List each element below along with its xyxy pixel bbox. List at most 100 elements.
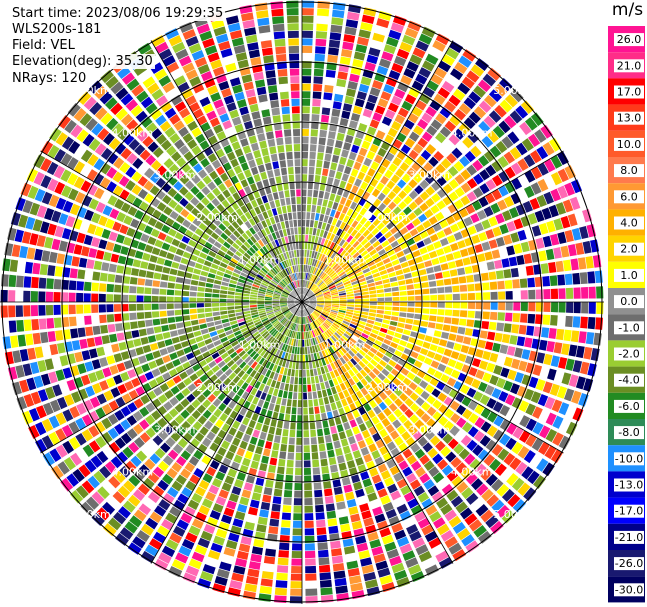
- velocity-gate: [174, 169, 185, 180]
- velocity-gate: [421, 314, 430, 321]
- velocity-gate: [497, 312, 505, 321]
- velocity-gate: [161, 182, 172, 193]
- velocity-gate: [218, 183, 227, 193]
- velocity-gate: [46, 161, 59, 176]
- velocity-gate: [520, 290, 528, 300]
- velocity-gate: [47, 264, 56, 276]
- velocity-gate: [35, 421, 47, 436]
- velocity-gate: [100, 147, 113, 160]
- velocity-gate: [280, 303, 288, 306]
- velocity-gate: [357, 439, 367, 449]
- velocity-gate: [428, 46, 443, 59]
- velocity-gate: [356, 91, 367, 101]
- velocity-gate: [312, 312, 319, 318]
- velocity-gate: [355, 223, 363, 231]
- velocity-gate: [432, 472, 445, 484]
- velocity-gate: [60, 169, 72, 183]
- velocity-gate: [331, 108, 341, 117]
- velocity-gate: [307, 315, 311, 323]
- velocity-gate: [219, 306, 227, 311]
- velocity-gate: [381, 343, 389, 350]
- velocity-gate: [184, 506, 196, 517]
- velocity-gate: [406, 238, 416, 246]
- velocity-gate: [208, 250, 217, 258]
- velocity-gate: [108, 231, 118, 242]
- velocity-gate: [335, 86, 345, 95]
- velocity-gate: [423, 460, 435, 472]
- velocity-gate: [319, 229, 325, 238]
- velocity-gate: [268, 283, 276, 289]
- velocity-gate: [258, 310, 266, 314]
- velocity-gate: [300, 272, 302, 280]
- velocity-gate: [281, 343, 286, 351]
- velocity-gate: [162, 81, 175, 94]
- velocity-gate: [562, 199, 574, 213]
- velocity-gate: [311, 204, 317, 213]
- velocity-gate: [19, 349, 29, 362]
- velocity-gate: [246, 238, 254, 246]
- velocity-gate: [307, 257, 311, 265]
- velocity-gate: [280, 304, 288, 307]
- velocity-gate: [468, 91, 482, 104]
- colorbar-label-bg: [614, 137, 644, 151]
- velocity-gate: [459, 284, 468, 292]
- velocity-gate: [69, 203, 81, 216]
- velocity-gate: [367, 316, 376, 321]
- velocity-gate: [105, 241, 115, 252]
- velocity-gate: [58, 213, 69, 226]
- velocity-gate: [515, 105, 529, 119]
- velocity-gate: [170, 330, 179, 338]
- velocity-gate: [493, 83, 508, 97]
- velocity-gate: [191, 274, 200, 281]
- velocity-gate: [315, 31, 328, 39]
- velocity-gate: [490, 302, 498, 310]
- velocity-gate: [331, 308, 339, 312]
- velocity-gate: [73, 161, 86, 174]
- velocity-gate: [86, 169, 98, 182]
- velocity-gate: [161, 518, 174, 531]
- velocity-gate: [176, 381, 186, 391]
- velocity-gate: [181, 88, 194, 100]
- velocity-gate: [470, 478, 484, 491]
- velocity-gate: [510, 383, 520, 395]
- velocity-gate: [264, 303, 272, 306]
- velocity-gate: [397, 107, 409, 118]
- velocity-gate: [421, 498, 434, 510]
- velocity-gate: [568, 344, 578, 357]
- velocity-gate: [234, 558, 248, 568]
- velocity-gate: [191, 551, 205, 563]
- velocity-gate: [362, 69, 374, 79]
- velocity-gate: [407, 290, 415, 296]
- velocity-gate: [303, 430, 310, 438]
- velocity-gate: [249, 369, 257, 378]
- velocity-gate: [143, 180, 154, 192]
- velocity-gate: [328, 169, 336, 178]
- velocity-gate: [151, 311, 160, 318]
- velocity-gate: [330, 261, 337, 268]
- velocity-gate: [303, 392, 308, 400]
- velocity-gate: [105, 218, 115, 229]
- velocity-gate: [197, 383, 207, 393]
- velocity-gate: [407, 302, 415, 307]
- velocity-gate: [240, 162, 249, 171]
- velocity-gate: [51, 465, 64, 480]
- velocity-gate: [183, 377, 193, 386]
- velocity-gate: [117, 66, 131, 80]
- velocity-gate: [154, 220, 164, 231]
- velocity-gate: [248, 506, 259, 516]
- velocity-gate: [407, 356, 416, 365]
- velocity-gate: [213, 241, 222, 249]
- velocity-gate: [278, 190, 285, 199]
- velocity-gate: [261, 317, 269, 323]
- velocity-gate: [302, 211, 306, 220]
- velocity-gate: [251, 111, 261, 120]
- velocity-gate: [551, 399, 563, 413]
- velocity-gate: [288, 258, 292, 267]
- velocity-gate: [448, 515, 462, 528]
- velocity-gate: [426, 226, 436, 236]
- velocity-gate: [504, 312, 513, 322]
- velocity-gate: [317, 8, 330, 17]
- velocity-gate: [284, 190, 290, 198]
- velocity-gate: [355, 44, 368, 54]
- velocity-gate: [358, 29, 371, 39]
